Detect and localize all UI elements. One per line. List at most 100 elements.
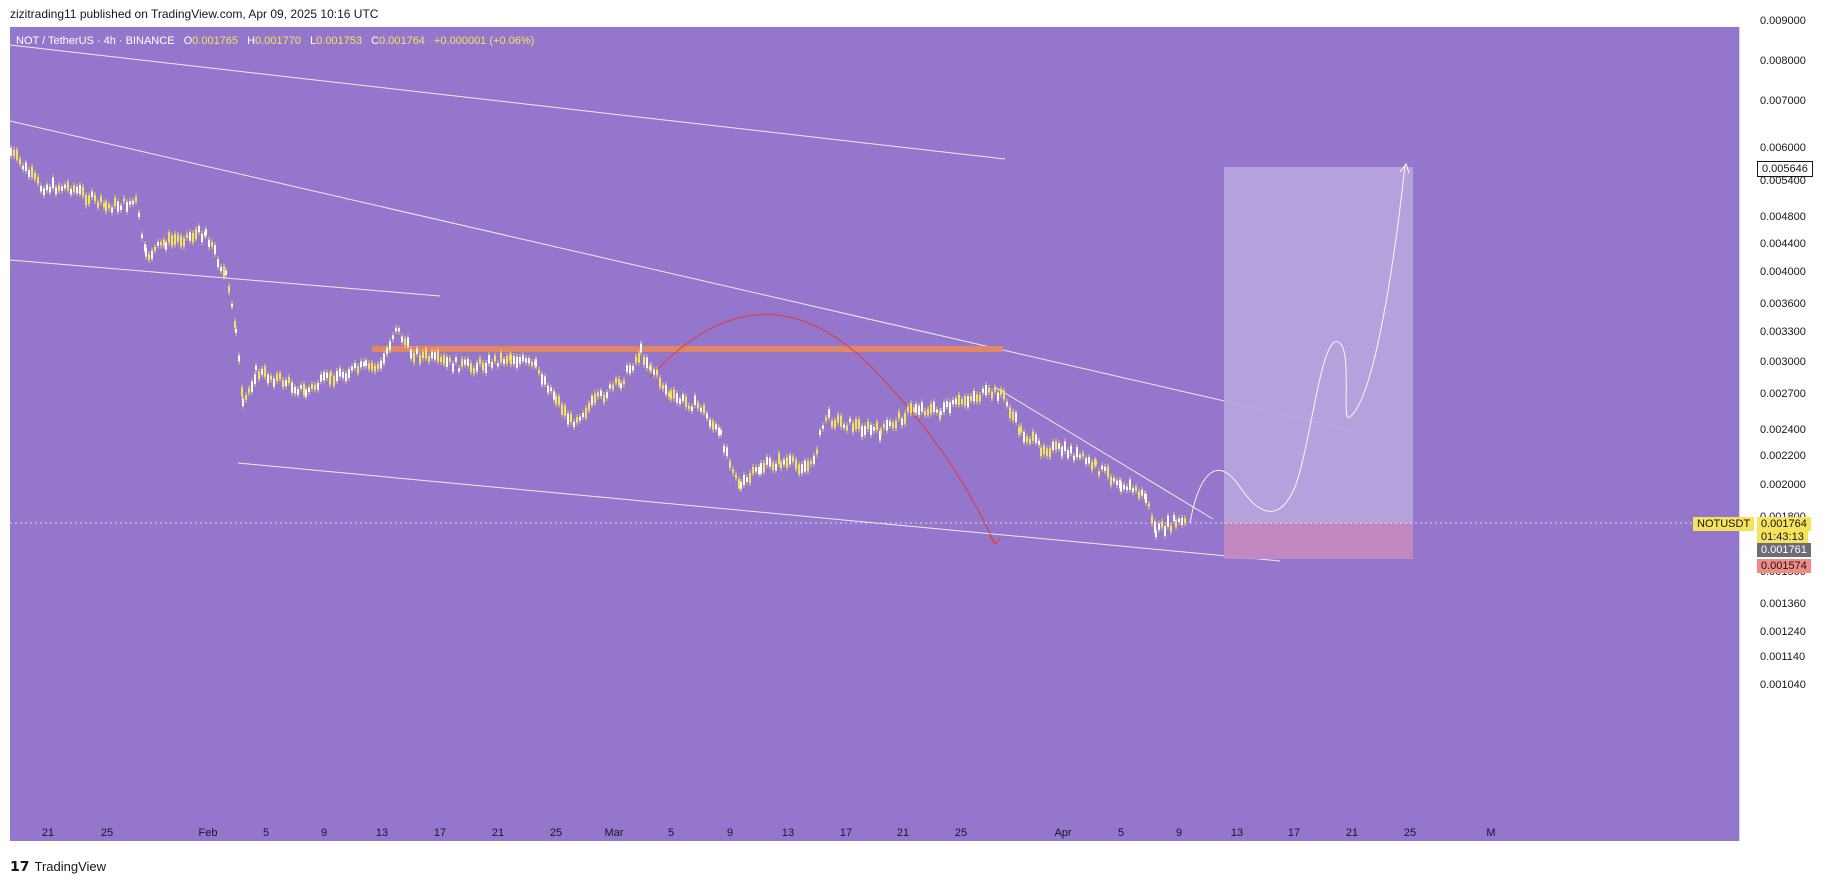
candle-body [907,406,909,412]
price-label: 0.002700 [1760,388,1806,400]
candle-body [955,398,957,405]
price-label: 0.001040 [1760,679,1806,691]
candle-body [1170,525,1172,532]
time-label: 21 [1345,827,1359,839]
candle-body [594,393,596,404]
candle-body [168,232,170,243]
time-label: 5 [1117,827,1125,839]
candle-body [339,368,341,377]
bearish-arc-arrowhead [989,535,1002,545]
candle-body [718,427,720,436]
time-label: 25 [549,827,563,839]
candle-body [282,379,284,388]
candle-body [525,358,527,363]
candle-body [1009,407,1011,419]
candle-body [570,413,572,423]
price-label: 0.004400 [1760,238,1806,250]
candle-body [949,402,951,414]
candle-body [840,415,842,427]
candle-body [615,378,617,384]
candle-body [1018,427,1020,435]
candle-body [1178,518,1180,523]
candle-body [597,392,599,397]
candle-body [746,477,748,482]
candle-body [1158,523,1160,530]
candle-body [1012,411,1014,421]
candle-body [650,364,652,371]
candle-body [901,418,903,426]
candle-body [735,474,737,478]
tradingview-logo[interactable]: 𝟭𝟳 TradingView [10,858,106,875]
candle-body [1175,520,1177,528]
candle-body [1079,454,1081,458]
candle-body [22,165,24,170]
candle-body [43,188,45,196]
candle-body [49,186,51,193]
candle-body [910,403,912,414]
candle-body [766,456,768,465]
time-label: Feb [198,827,218,839]
candle-body [494,355,496,362]
candle-body [640,343,642,353]
candle-body [1129,479,1131,490]
candle-body [813,455,815,464]
candle-body [500,352,502,363]
candle-body [485,362,487,374]
chart-area[interactable]: NOT / TetherUS · 4h · BINANCE O0.001765 … [10,27,1739,841]
candle-body [198,226,200,233]
candle-body [913,407,915,413]
stop-price-badge: 0.001574 [1757,559,1811,573]
candle-body [314,384,316,390]
candle-body [255,365,257,371]
time-label: Apr [1054,827,1072,839]
time-label: 21 [41,827,55,839]
prev-close-badge: 0.001761 [1757,543,1811,557]
candle-body [126,201,128,212]
candle-body [738,479,740,489]
candle-body [558,396,560,405]
legend-high-value: 0.001770 [255,35,301,47]
candle-body [195,228,197,239]
range-top-trendline [10,259,441,297]
candle-body [482,362,484,371]
candle-body [843,424,845,428]
candle-body [37,177,39,184]
legend-change-value: +0.000001 (+0.06%) [434,35,535,47]
candle-body [160,242,162,246]
candle-body [245,394,247,400]
candle-body [988,387,990,393]
candle-body [626,365,628,372]
candle-body [111,207,113,213]
candle-body [915,404,917,414]
legend-close-label: C [371,35,380,47]
price-axis[interactable]: 0.009000 0.008000 0.007000 0.006000 0.00… [1693,15,1835,841]
candle-body [174,233,176,245]
candle-body [357,365,359,374]
candle-body [70,188,72,195]
candle-body [354,363,356,369]
time-label: 9 [1175,827,1183,839]
candle-body [662,384,664,389]
candle-body [392,335,394,340]
candle-body [76,186,78,194]
candle-body [588,403,590,411]
candle-body [254,374,256,384]
candle-body [864,425,866,435]
candle-body [476,362,478,372]
candle-body [217,259,219,267]
candle-body [285,380,287,387]
candle-body [544,376,546,385]
candle-body [531,361,533,366]
candle-body [870,424,872,436]
candle-body [726,447,728,457]
candle-body [918,405,920,415]
candle-body [223,266,225,277]
candle-body [1020,426,1022,433]
bearish-arc-projection [649,314,996,545]
candle-body [410,349,412,359]
candle-body [135,196,137,202]
candle-body [88,195,90,204]
time-axis[interactable]: 21 25 Feb 5 9 13 17 21 25 Mar 5 9 13 17 … [10,827,1739,841]
candle-body [123,198,125,202]
candle-body [564,405,566,416]
